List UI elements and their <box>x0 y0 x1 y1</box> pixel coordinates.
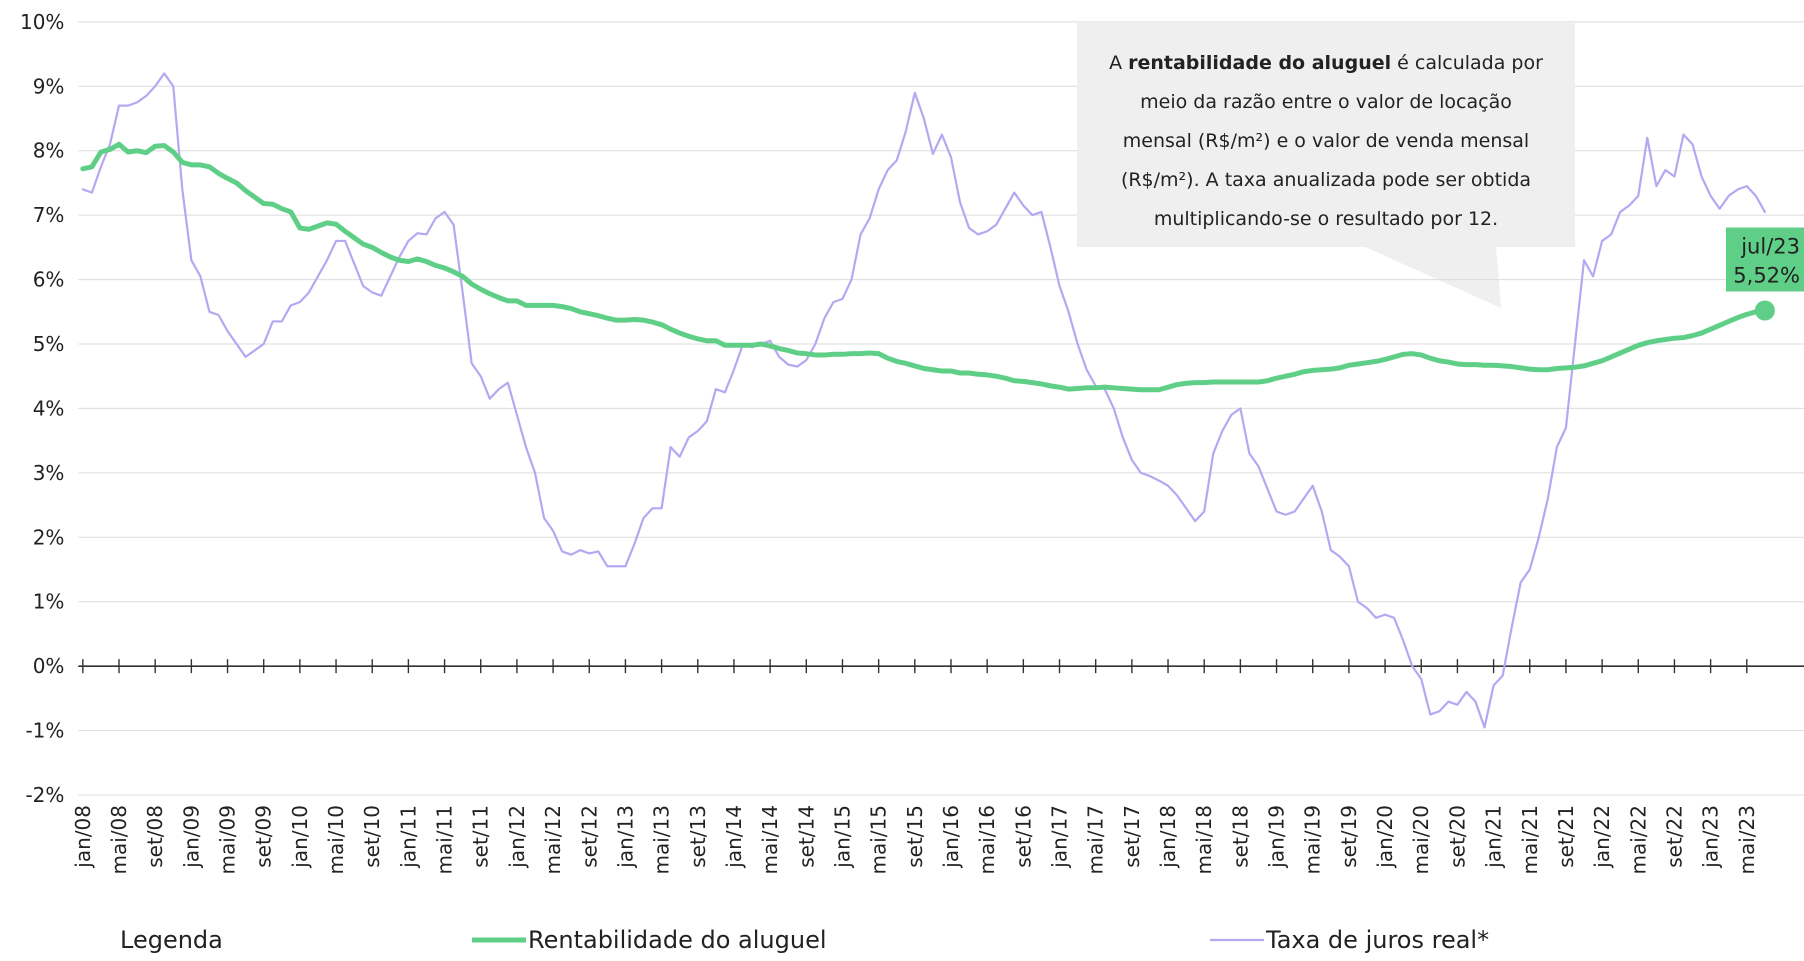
x-tick-label: mai/18 <box>1192 805 1216 874</box>
x-tick-label: set/20 <box>1445 805 1469 868</box>
x-tick-label: mai/10 <box>324 805 348 874</box>
x-tick-label: set/13 <box>686 805 710 868</box>
x-tick-label: set/11 <box>469 805 493 868</box>
x-tick-label: jan/16 <box>939 805 963 869</box>
x-tick-label: jan/09 <box>179 805 203 869</box>
y-tick-label: 8% <box>33 139 65 163</box>
x-tick-label: jan/15 <box>830 805 854 869</box>
x-tick-label: jan/23 <box>1699 805 1723 869</box>
x-tick-label: mai/22 <box>1626 805 1650 874</box>
x-tick-label: mai/13 <box>650 805 674 874</box>
series-line <box>81 72 1766 729</box>
x-tick-label: mai/17 <box>1084 805 1108 874</box>
x-tick-label: set/17 <box>1120 805 1144 868</box>
data-label: 5,52% <box>1733 263 1800 287</box>
callout-pointer <box>1363 246 1501 308</box>
callout-bold: rentabilidade do aluguel <box>1128 52 1392 74</box>
legend-title: Legenda <box>120 926 223 954</box>
x-tick-label: mai/16 <box>975 805 999 874</box>
callout-text: A <box>1109 52 1129 74</box>
x-tick-label: set/21 <box>1554 805 1578 868</box>
series-line <box>80 141 1768 393</box>
y-tick-label: -2% <box>25 783 64 807</box>
y-tick-label: 1% <box>33 590 65 614</box>
x-tick-label: set/08 <box>143 805 167 868</box>
x-tick-label: jan/10 <box>288 805 312 869</box>
x-tick-label: jan/14 <box>722 805 746 869</box>
x-tick-label: jan/22 <box>1590 805 1614 869</box>
y-tick-label: 2% <box>33 525 65 549</box>
highlight-box <box>1726 227 1804 292</box>
x-tick-label: jan/20 <box>1373 805 1397 869</box>
x-tick-label: mai/14 <box>758 805 782 874</box>
x-tick-label: set/10 <box>360 805 384 868</box>
x-tick-label: jan/21 <box>1482 805 1506 869</box>
x-tick-label: mai/20 <box>1409 805 1433 874</box>
y-tick-label: 9% <box>33 74 65 98</box>
x-tick-label: set/16 <box>1011 805 1035 868</box>
highlight-point <box>1754 300 1775 321</box>
x-tick-label: set/19 <box>1337 805 1361 868</box>
y-tick-label: -1% <box>25 719 64 743</box>
legend-label: Rentabilidade do aluguel <box>528 926 827 954</box>
x-tick-label: mai/12 <box>541 805 565 874</box>
legend-label: Taxa de juros real* <box>1265 926 1489 954</box>
x-tick-label: mai/21 <box>1518 805 1542 874</box>
x-tick-label: set/09 <box>252 805 276 868</box>
x-tick-label: set/15 <box>903 805 927 868</box>
x-tick-label: mai/08 <box>107 805 131 874</box>
x-tick-label: mai/09 <box>216 805 240 874</box>
x-tick-label: set/12 <box>577 805 601 868</box>
highlight-label: jul/23 <box>1740 234 1800 258</box>
y-tick-label: 10% <box>20 10 64 34</box>
x-tick-label: set/22 <box>1662 805 1686 868</box>
x-tick-label: jan/12 <box>505 805 529 869</box>
callout: A rentabilidade do aluguel é calculada p… <box>1077 22 1575 247</box>
x-tick-label: mai/19 <box>1301 805 1325 874</box>
x-tick-label: jan/13 <box>613 805 637 869</box>
x-tick-label: mai/23 <box>1735 805 1759 874</box>
x-tick-label: jan/19 <box>1265 805 1289 869</box>
callout-text: é calculada por meio da razão entre o va… <box>1120 52 1543 230</box>
y-tick-label: 5% <box>33 332 65 356</box>
y-tick-label: 6% <box>33 268 65 292</box>
x-tick-label: mai/15 <box>867 805 891 874</box>
x-tick-label: set/14 <box>794 805 818 868</box>
y-tick-label: 7% <box>33 203 65 227</box>
x-tick-label: jan/11 <box>396 805 420 869</box>
x-tick-label: set/18 <box>1228 805 1252 868</box>
x-tick-label: jan/08 <box>71 805 95 869</box>
y-tick-label: 3% <box>33 461 65 485</box>
y-tick-label: 0% <box>33 654 65 678</box>
x-tick-label: mai/11 <box>433 805 457 874</box>
y-tick-label: 4% <box>33 396 65 420</box>
x-tick-label: jan/17 <box>1048 805 1072 869</box>
x-tick-label: jan/18 <box>1156 805 1180 869</box>
